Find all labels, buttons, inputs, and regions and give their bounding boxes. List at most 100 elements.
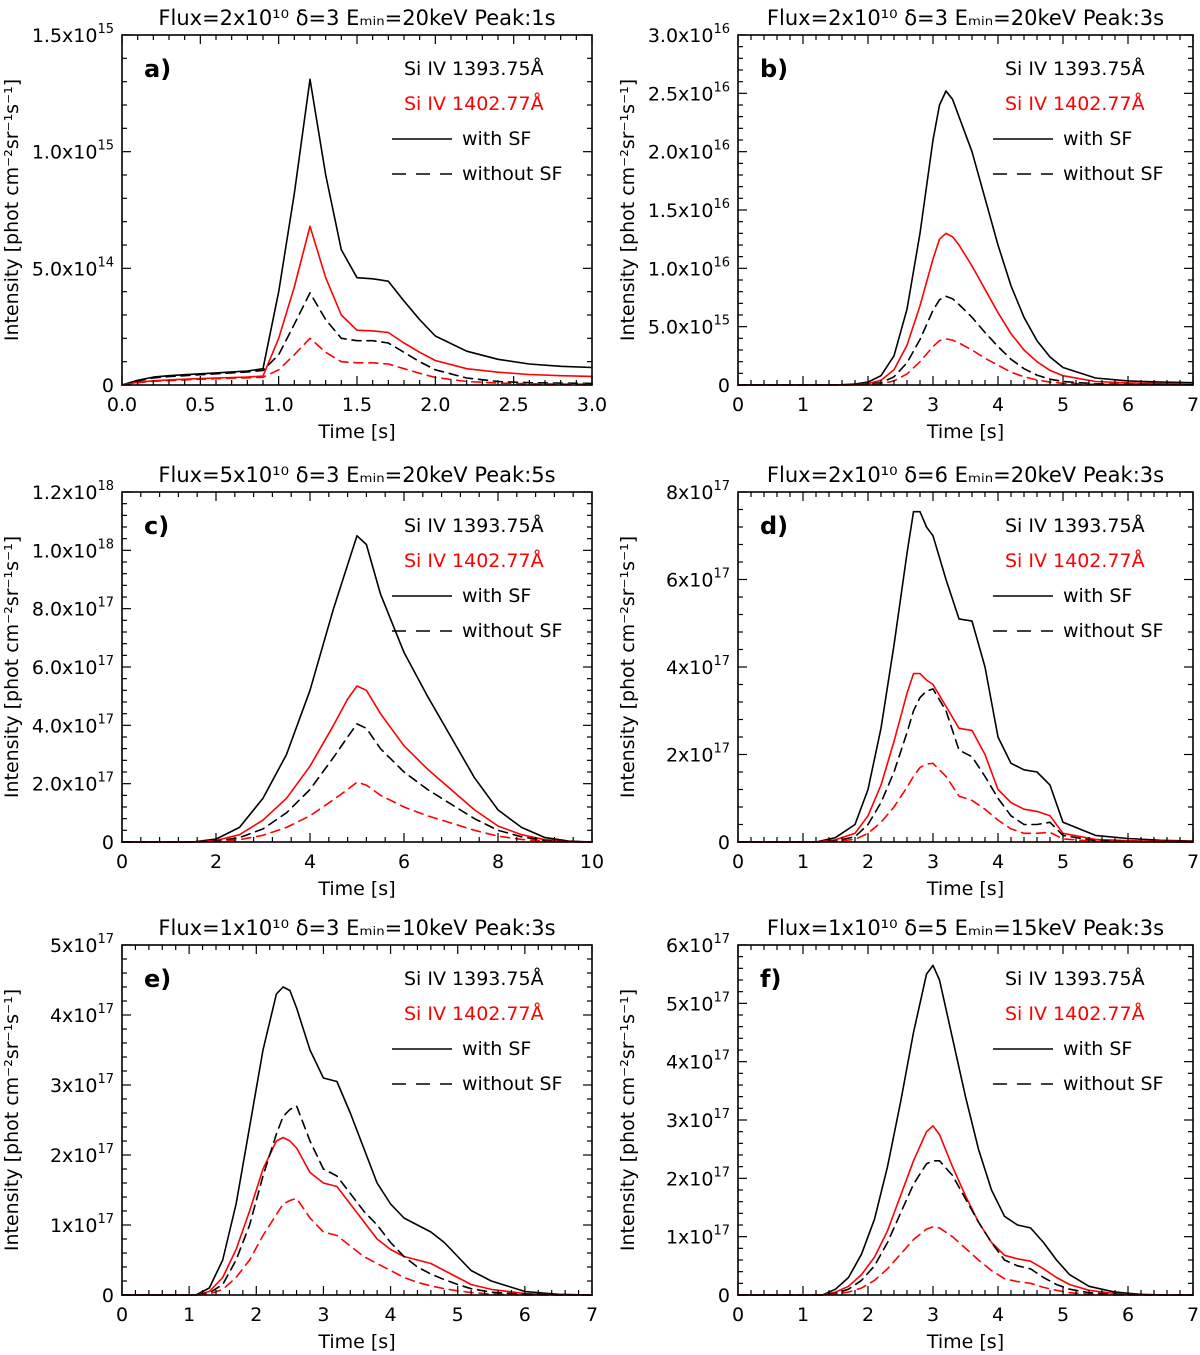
y-axis-title: Intensity [phot cm⁻²sr⁻¹s⁻¹] xyxy=(1,536,23,798)
series-line-red-dashed xyxy=(121,337,593,386)
y-tick-label: 4.0x1017 xyxy=(32,712,114,737)
x-tick-label: 6 xyxy=(1122,1304,1134,1326)
y-tick-label: 1x1017 xyxy=(666,1224,730,1249)
chart-title: Flux=2x10¹⁰ δ=3 Eₘᵢₙ=20keV Peak:1s xyxy=(158,6,555,30)
y-tick-label: 1x1017 xyxy=(50,1212,114,1237)
x-axis-title: Time [s] xyxy=(317,421,395,443)
x-tick-label: 6 xyxy=(398,851,410,873)
y-axis-title: Intensity [phot cm⁻²sr⁻¹s⁻¹] xyxy=(617,989,639,1251)
series-line-black-solid xyxy=(737,90,1194,386)
series-group xyxy=(737,964,1194,1296)
x-tick-label: 5 xyxy=(1057,1304,1069,1326)
legend-label: without SF xyxy=(462,620,562,642)
plot-frame xyxy=(737,944,1194,1296)
chart-panel-c: Flux=5x10¹⁰ δ=3 Eₘᵢₙ=20keV Peak:5s 0 2 4 6 8 1… xyxy=(1,463,604,900)
plot-frame xyxy=(737,34,1194,386)
x-tick-label: 6 xyxy=(519,1304,531,1326)
series-line-red-dashed xyxy=(121,781,593,843)
y-axis-title: Intensity [phot cm⁻²sr⁻¹s⁻¹] xyxy=(1,79,23,341)
y-tick-label: 4x1017 xyxy=(666,1049,730,1074)
y-tick-label: 0 xyxy=(718,375,730,397)
y-tick-label: 0 xyxy=(718,832,730,854)
y-tick-label: 1.0x1015 xyxy=(32,139,114,164)
series-line-black-solid xyxy=(121,534,593,843)
series-line-red-dashed xyxy=(121,1197,593,1296)
series-line-black-dashed xyxy=(737,1160,1194,1296)
legend-label: Si IV 1393.75Å xyxy=(1005,57,1145,80)
panel-label: a) xyxy=(144,55,171,83)
x-tick-label: 4 xyxy=(304,851,316,873)
chart-title: Flux=2x10¹⁰ δ=3 Eₘᵢₙ=20keV Peak:3s xyxy=(767,6,1164,30)
series-line-black-solid xyxy=(121,78,593,386)
x-tick-label: 2 xyxy=(862,1304,874,1326)
y-tick-label: 0 xyxy=(718,1285,730,1307)
legend-label: without SF xyxy=(1063,1073,1163,1095)
series-group xyxy=(121,534,593,843)
y-tick-label: 4x1017 xyxy=(666,654,730,679)
legend-label: Si IV 1402.77Å xyxy=(1005,1002,1145,1025)
x-tick-label: 1 xyxy=(797,1304,809,1326)
legend: Si IV 1393.75Å Si IV 1402.77Å with SF witho… xyxy=(392,57,562,185)
x-tick-label: 0.5 xyxy=(185,394,215,416)
legend-label: with SF xyxy=(462,1038,531,1060)
series-line-black-dashed xyxy=(121,723,593,843)
plot-frame xyxy=(121,34,593,386)
legend-label: Si IV 1402.77Å xyxy=(1005,549,1145,572)
series-line-red-solid xyxy=(737,232,1194,386)
y-tick-label: 2x1017 xyxy=(666,1165,730,1190)
y-tick-label: 5x1017 xyxy=(666,990,730,1015)
y-tick-label: 1.0x1018 xyxy=(32,537,114,562)
x-tick-label: 0 xyxy=(116,851,128,873)
legend: Si IV 1393.75Å Si IV 1402.77Å with SF witho… xyxy=(993,967,1163,1095)
x-tick-label: 4 xyxy=(385,1304,397,1326)
y-axis-title: Intensity [phot cm⁻²sr⁻¹s⁻¹] xyxy=(1,989,23,1251)
y-tick-label: 1.0x1016 xyxy=(648,255,730,280)
x-tick-label: 7 xyxy=(586,1304,598,1326)
series-line-red-solid xyxy=(737,1125,1194,1296)
panel-label: b) xyxy=(760,55,788,83)
y-tick-label: 6.0x1017 xyxy=(32,654,114,679)
series-line-red-solid xyxy=(737,672,1194,843)
x-tick-label: 1 xyxy=(183,1304,195,1326)
x-tick-label: 5 xyxy=(1057,851,1069,873)
x-tick-label: 5 xyxy=(1057,394,1069,416)
x-tick-label: 3 xyxy=(927,851,939,873)
series-line-black-dashed xyxy=(737,688,1194,843)
x-axis-title: Time [s] xyxy=(926,421,1004,443)
x-tick-label: 2.5 xyxy=(499,394,529,416)
x-tick-label: 2 xyxy=(210,851,222,873)
legend: Si IV 1393.75Å Si IV 1402.77Å with SF witho… xyxy=(993,514,1163,642)
x-tick-label: 3 xyxy=(927,1304,939,1326)
x-tick-label: 8 xyxy=(492,851,504,873)
x-tick-label: 0 xyxy=(116,1304,128,1326)
legend-label: Si IV 1393.75Å xyxy=(404,967,544,990)
x-tick-label: 4 xyxy=(992,851,1004,873)
x-tick-label: 2 xyxy=(862,394,874,416)
legend-label: Si IV 1402.77Å xyxy=(404,92,544,115)
y-tick-label: 2.0x1016 xyxy=(648,139,730,164)
series-line-black-dashed xyxy=(737,295,1194,386)
y-tick-label: 2x1017 xyxy=(50,1142,114,1167)
y-axis-title: Intensity [phot cm⁻²sr⁻¹s⁻¹] xyxy=(617,79,639,341)
panel-label: f) xyxy=(760,965,781,993)
y-tick-label: 2x1017 xyxy=(666,742,730,767)
x-tick-label: 4 xyxy=(992,1304,1004,1326)
x-tick-label: 0 xyxy=(732,1304,744,1326)
panel-label: c) xyxy=(144,512,169,540)
x-axis-title: Time [s] xyxy=(317,1331,395,1353)
x-tick-label: 2.0 xyxy=(420,394,450,416)
x-tick-label: 7 xyxy=(1187,394,1199,416)
y-tick-label: 0 xyxy=(102,375,114,397)
y-tick-label: 4x1017 xyxy=(50,1002,114,1027)
x-tick-label: 3 xyxy=(927,394,939,416)
series-line-black-solid xyxy=(737,510,1194,843)
x-tick-label: 5 xyxy=(452,1304,464,1326)
legend-label: Si IV 1393.75Å xyxy=(404,57,544,80)
series-line-black-dashed xyxy=(121,291,593,386)
y-tick-label: 1.5x1015 xyxy=(32,22,114,47)
x-tick-label: 6 xyxy=(1122,851,1134,873)
y-tick-label: 3.0x1016 xyxy=(648,22,730,47)
series-line-black-solid xyxy=(737,964,1194,1296)
y-tick-label: 6x1017 xyxy=(666,567,730,592)
